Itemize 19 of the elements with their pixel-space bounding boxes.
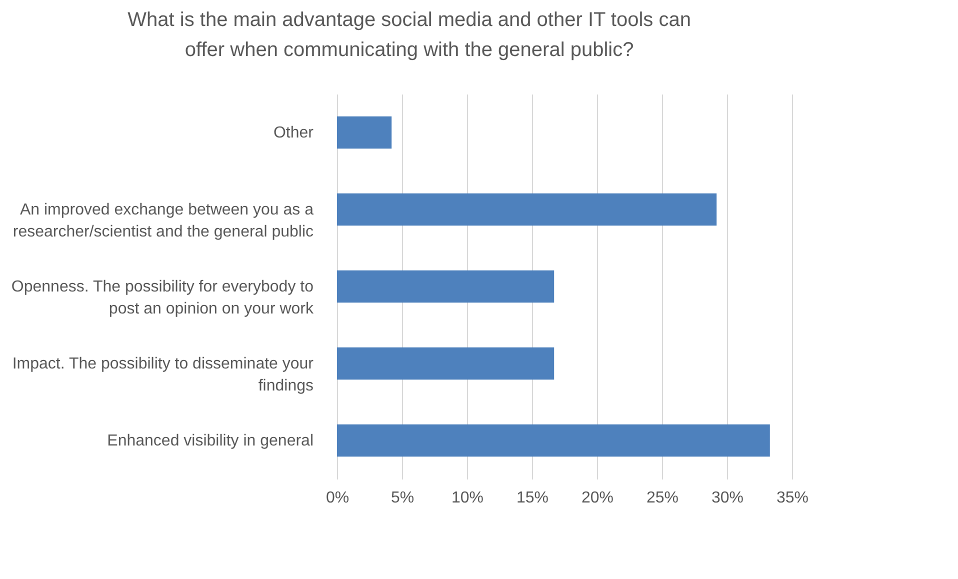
chart-title: What is the main advantage social media and other IT tools can offer when communicating with the general public? <box>128 9 691 61</box>
x-tick-label: 30% <box>711 490 744 506</box>
bar <box>337 424 770 457</box>
bar <box>337 347 554 380</box>
x-tick-label: 35% <box>776 490 809 506</box>
y-tick-label: An improved exchange between you as a researcher/scientist and the general public <box>12 202 314 240</box>
x-tick-label: 25% <box>646 490 679 506</box>
y-tick-label: Openness. The possibility for everybody to post an opinion on your work <box>11 278 314 318</box>
x-tick-label: 10% <box>451 490 484 506</box>
x-tick-label: 0% <box>326 490 350 506</box>
bar <box>337 193 717 226</box>
bar <box>337 270 554 303</box>
y-tick-label: Impact. The possibility to disseminate your findings <box>12 356 314 394</box>
x-tick-label: 5% <box>390 490 414 506</box>
y-tick-label: Enhanced visibility in general <box>107 432 314 450</box>
x-tick-label: 15% <box>516 490 549 506</box>
bar <box>337 116 392 149</box>
y-tick-label: Other <box>273 124 314 142</box>
x-tick-label: 20% <box>581 490 614 506</box>
